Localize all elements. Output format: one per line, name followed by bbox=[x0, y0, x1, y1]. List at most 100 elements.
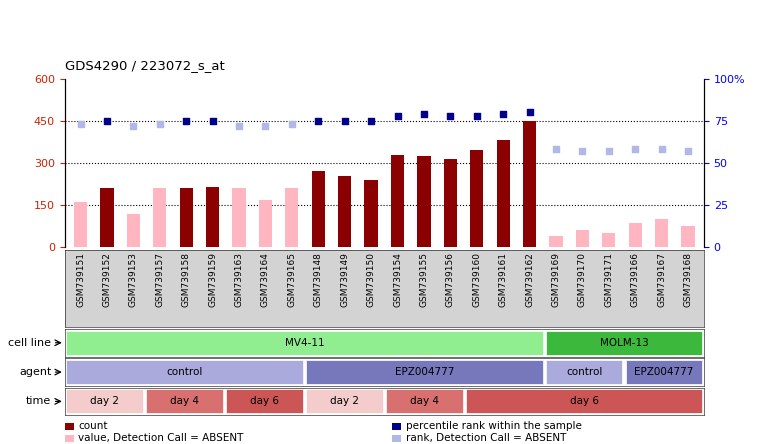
Bar bbox=[466, 389, 702, 413]
Text: GSM739160: GSM739160 bbox=[473, 252, 481, 307]
Bar bbox=[655, 219, 668, 247]
Point bbox=[127, 122, 139, 129]
Text: EPZ004777: EPZ004777 bbox=[394, 367, 454, 377]
Bar bbox=[226, 389, 303, 413]
Bar bbox=[391, 155, 404, 247]
Bar bbox=[549, 236, 562, 247]
Point bbox=[391, 112, 403, 119]
Bar bbox=[629, 223, 642, 247]
Text: GSM739170: GSM739170 bbox=[578, 252, 587, 307]
Point bbox=[655, 146, 667, 153]
Text: day 4: day 4 bbox=[170, 396, 199, 406]
Bar bbox=[74, 202, 88, 247]
Text: GSM739163: GSM739163 bbox=[234, 252, 244, 307]
Text: rank, Detection Call = ABSENT: rank, Detection Call = ABSENT bbox=[406, 433, 566, 443]
Text: GSM739157: GSM739157 bbox=[155, 252, 164, 307]
Bar bbox=[365, 180, 377, 247]
Bar bbox=[497, 140, 510, 247]
Text: GSM739158: GSM739158 bbox=[182, 252, 191, 307]
Point bbox=[339, 117, 351, 124]
Text: GSM739154: GSM739154 bbox=[393, 252, 402, 307]
Bar bbox=[66, 360, 303, 384]
Bar bbox=[681, 226, 695, 247]
Text: control: control bbox=[566, 367, 602, 377]
Text: GSM739166: GSM739166 bbox=[631, 252, 640, 307]
Text: GSM739169: GSM739169 bbox=[552, 252, 561, 307]
Bar bbox=[206, 187, 219, 247]
Bar bbox=[100, 188, 113, 247]
Text: EPZ004777: EPZ004777 bbox=[634, 367, 694, 377]
Point bbox=[233, 122, 245, 129]
Bar bbox=[338, 176, 352, 247]
Text: agent: agent bbox=[19, 367, 52, 377]
Bar bbox=[417, 156, 431, 247]
Text: MV4-11: MV4-11 bbox=[285, 338, 324, 348]
Text: day 6: day 6 bbox=[250, 396, 279, 406]
Text: GSM739149: GSM739149 bbox=[340, 252, 349, 307]
Text: day 2: day 2 bbox=[90, 396, 119, 406]
Bar bbox=[66, 331, 543, 355]
Text: GSM739153: GSM739153 bbox=[129, 252, 138, 307]
Bar bbox=[127, 214, 140, 247]
Bar bbox=[259, 199, 272, 247]
Bar bbox=[306, 360, 543, 384]
Text: GSM739168: GSM739168 bbox=[683, 252, 693, 307]
Point bbox=[418, 111, 430, 118]
Bar bbox=[386, 389, 463, 413]
Text: GSM739148: GSM739148 bbox=[314, 252, 323, 307]
Text: day 4: day 4 bbox=[409, 396, 439, 406]
Text: time: time bbox=[26, 396, 52, 406]
Bar bbox=[444, 159, 457, 247]
Point bbox=[576, 147, 588, 155]
Text: percentile rank within the sample: percentile rank within the sample bbox=[406, 421, 581, 431]
Text: day 6: day 6 bbox=[569, 396, 599, 406]
Text: GSM739165: GSM739165 bbox=[288, 252, 296, 307]
Point bbox=[524, 109, 536, 116]
Point bbox=[75, 121, 87, 128]
Point bbox=[497, 111, 509, 118]
Text: control: control bbox=[167, 367, 202, 377]
Bar bbox=[66, 389, 143, 413]
Bar bbox=[153, 188, 167, 247]
Point bbox=[682, 147, 694, 155]
Bar bbox=[306, 389, 383, 413]
Text: GSM739152: GSM739152 bbox=[103, 252, 111, 307]
Text: GSM739159: GSM739159 bbox=[208, 252, 217, 307]
Bar bbox=[285, 188, 298, 247]
Point bbox=[312, 117, 324, 124]
Point bbox=[206, 117, 218, 124]
Point bbox=[603, 147, 615, 155]
Bar bbox=[312, 171, 325, 247]
Text: day 2: day 2 bbox=[330, 396, 359, 406]
Bar bbox=[180, 188, 193, 247]
Text: GSM739161: GSM739161 bbox=[498, 252, 508, 307]
Text: GSM739162: GSM739162 bbox=[525, 252, 534, 307]
Text: GSM739167: GSM739167 bbox=[658, 252, 666, 307]
Bar bbox=[576, 230, 589, 247]
Text: GDS4290 / 223072_s_at: GDS4290 / 223072_s_at bbox=[65, 59, 224, 72]
Point bbox=[180, 117, 193, 124]
Point bbox=[550, 146, 562, 153]
Bar bbox=[626, 360, 702, 384]
Text: GSM739156: GSM739156 bbox=[446, 252, 455, 307]
Point bbox=[444, 112, 457, 119]
Bar bbox=[523, 121, 537, 247]
Bar bbox=[146, 389, 223, 413]
Text: MOLM-13: MOLM-13 bbox=[600, 338, 648, 348]
Point bbox=[286, 121, 298, 128]
Text: GSM739150: GSM739150 bbox=[367, 252, 376, 307]
Point bbox=[260, 122, 272, 129]
Bar bbox=[232, 188, 246, 247]
Bar bbox=[546, 360, 622, 384]
Point bbox=[365, 117, 377, 124]
Text: GSM739155: GSM739155 bbox=[419, 252, 428, 307]
Point bbox=[154, 121, 166, 128]
Bar bbox=[602, 233, 616, 247]
Text: cell line: cell line bbox=[8, 338, 52, 348]
Bar bbox=[470, 151, 483, 247]
Text: GSM739151: GSM739151 bbox=[76, 252, 85, 307]
Point bbox=[629, 146, 642, 153]
Text: value, Detection Call = ABSENT: value, Detection Call = ABSENT bbox=[78, 433, 244, 443]
Bar bbox=[546, 331, 702, 355]
Point bbox=[101, 117, 113, 124]
